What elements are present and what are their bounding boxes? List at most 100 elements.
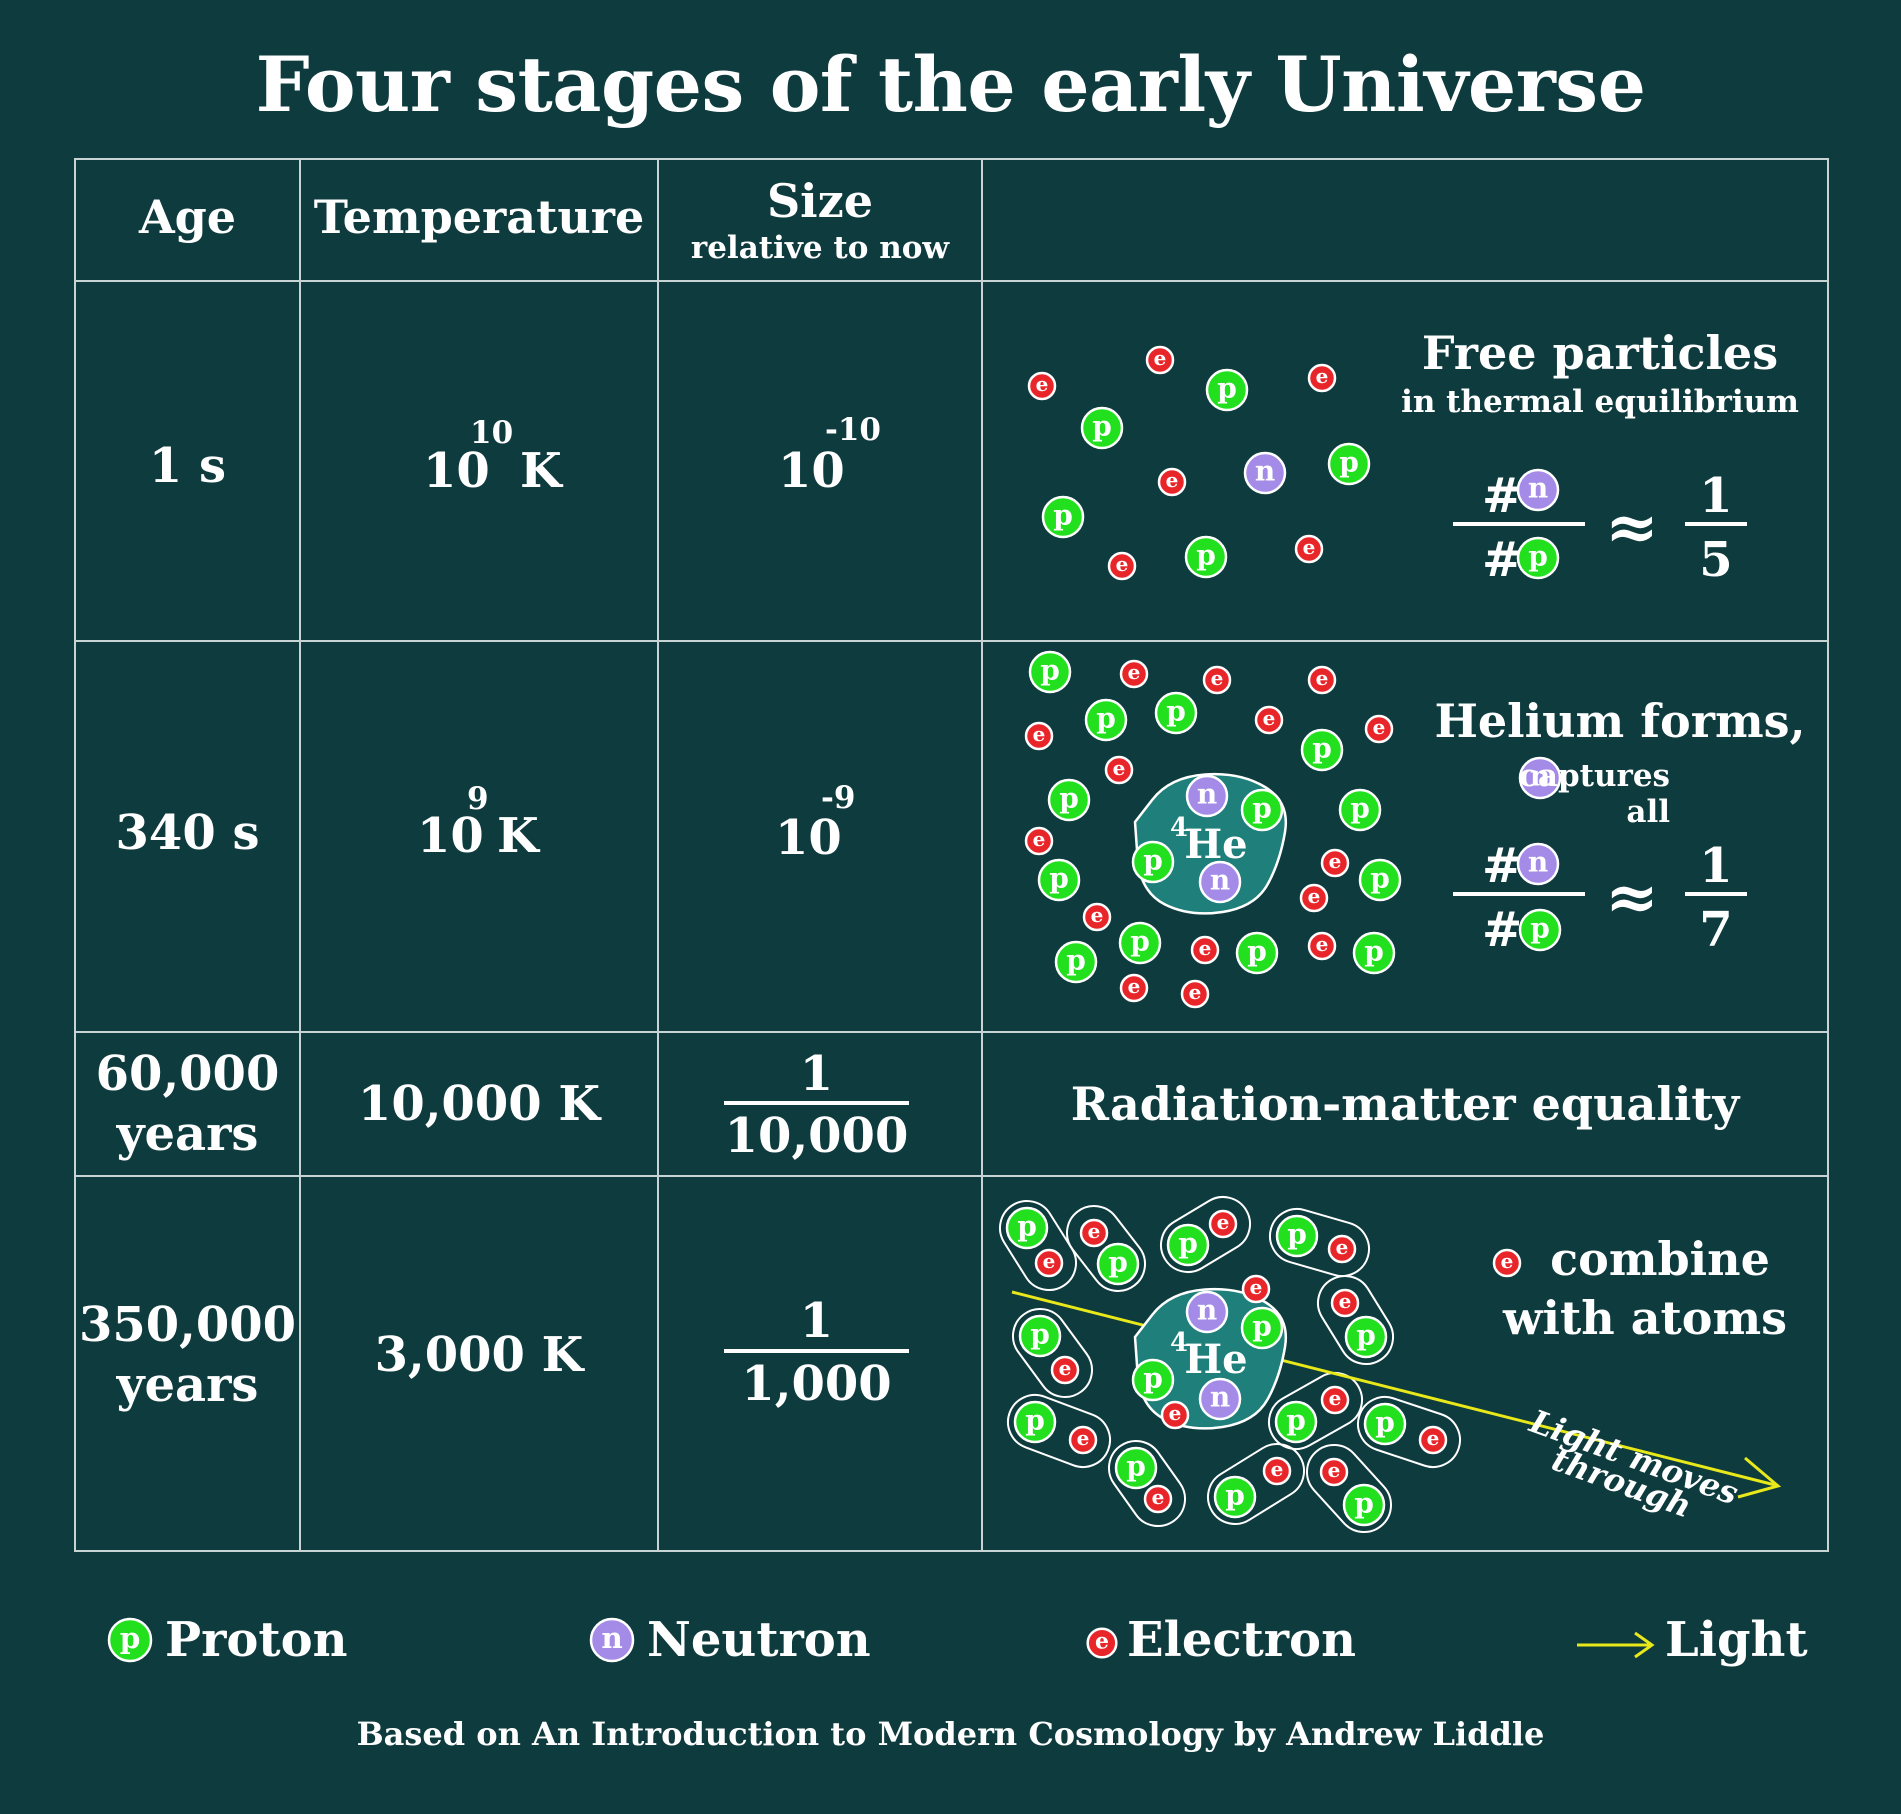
neutron-icon: n bbox=[1185, 1290, 1229, 1334]
legend-light-head bbox=[1634, 1631, 1655, 1659]
electron-icon-disc bbox=[1143, 1484, 1173, 1514]
proton-icon-letter: p bbox=[1286, 1404, 1306, 1437]
row3-size-num: 1 bbox=[799, 1046, 834, 1102]
row1-ratio-count-n: # bbox=[1482, 468, 1523, 524]
proton-icon-letter: p bbox=[1354, 1487, 1374, 1520]
proton-icon: p bbox=[107, 1617, 153, 1663]
proton-icon: p bbox=[1205, 368, 1249, 412]
helium-nucleus: He4 e n p p n e bbox=[1131, 1274, 1288, 1430]
hydrogen-atom: pe bbox=[1207, 1442, 1306, 1525]
proton-icon: p bbox=[1344, 1315, 1388, 1359]
electron-icon-letter: e bbox=[1095, 1628, 1109, 1654]
electron-icon: e bbox=[1160, 1400, 1190, 1430]
electron-icon-letter: e bbox=[1189, 980, 1202, 1004]
hydrogen-atom: pe bbox=[1267, 1372, 1363, 1451]
row2-desc-title: Helium forms, bbox=[1434, 694, 1806, 748]
electron-icon: e bbox=[1086, 1627, 1118, 1659]
electron-icon: e bbox=[1320, 848, 1350, 878]
electron-icon-letter: e bbox=[1113, 756, 1126, 780]
proton-icon-disc bbox=[1338, 788, 1382, 832]
proton-icon-disc bbox=[1327, 442, 1371, 486]
row1-ratio-right-bar bbox=[1685, 522, 1747, 526]
proton-icon-disc bbox=[1205, 368, 1249, 412]
electron-icon-disc bbox=[1050, 1355, 1080, 1385]
electron-icon-disc bbox=[1160, 1400, 1190, 1430]
proton-icon: p bbox=[1327, 442, 1371, 486]
electron-icon-disc bbox=[1254, 705, 1284, 735]
row4-temp: 3,000 K bbox=[374, 1327, 584, 1383]
electron-icon: e bbox=[1254, 705, 1284, 735]
row3-size-bar bbox=[724, 1101, 909, 1105]
neutron-icon-disc bbox=[1243, 451, 1287, 495]
proton-icon-letter: p bbox=[1166, 695, 1186, 728]
proton-icon: p bbox=[1516, 536, 1560, 580]
legend-light-arrow bbox=[1577, 1631, 1655, 1659]
proton-icon: p bbox=[1080, 406, 1124, 450]
electron-icon-letter: e bbox=[1373, 715, 1386, 739]
proton-icon: p bbox=[1131, 1358, 1175, 1402]
proton-icon: p bbox=[1154, 691, 1198, 735]
atom-outline bbox=[1066, 1205, 1146, 1292]
legend-proton-label: Proton bbox=[165, 1612, 348, 1668]
row2-ratio-bar bbox=[1453, 892, 1585, 896]
neutron-icon: n bbox=[1243, 451, 1287, 495]
electron-icon-letter: e bbox=[1033, 827, 1046, 851]
neutron-icon: n bbox=[1185, 774, 1229, 818]
proton-icon-letter: p bbox=[1356, 1319, 1376, 1352]
proton-icon: p bbox=[1041, 495, 1085, 539]
proton-icon-letter: p bbox=[1287, 1218, 1307, 1251]
electron-icon-disc bbox=[1079, 1218, 1109, 1248]
electron-icon: e bbox=[1262, 1456, 1292, 1486]
row1-desc-sub: in thermal equilibrium bbox=[1401, 384, 1799, 420]
row3-size-den: 10,000 bbox=[724, 1108, 909, 1164]
proton-icon: p bbox=[1013, 1400, 1057, 1444]
atom-outline bbox=[1357, 1396, 1462, 1469]
light-ray bbox=[1011, 1290, 1782, 1499]
neutron-icon-letter: n bbox=[1255, 455, 1275, 488]
proton-icon-disc bbox=[1274, 1400, 1318, 1444]
proton-icon-letter: p bbox=[1350, 792, 1370, 825]
proton-icon: p bbox=[1300, 728, 1344, 772]
atom-outline bbox=[1316, 1274, 1394, 1365]
electron-icon-letter: e bbox=[1091, 903, 1104, 927]
proton-icon: p bbox=[1213, 1475, 1257, 1519]
proton-icon: p bbox=[1037, 858, 1081, 902]
proton-icon: p bbox=[1342, 1483, 1386, 1527]
row1-ratio-bar bbox=[1453, 522, 1585, 526]
proton-icon-letter: p bbox=[1339, 446, 1359, 479]
electron-icon-disc bbox=[1320, 1385, 1350, 1415]
electron-icon: e bbox=[1180, 979, 1210, 1009]
atom-outline bbox=[1160, 1195, 1252, 1273]
helium-mass-number: 4 bbox=[1170, 1328, 1188, 1358]
proton-icon-letter: p bbox=[1126, 1450, 1146, 1483]
row2-temp-base: 10 bbox=[417, 808, 484, 864]
page-title: Four stages of the early Universe bbox=[255, 40, 1646, 129]
light-ray-line bbox=[1011, 1290, 1776, 1487]
proton-icon-letter: p bbox=[1370, 862, 1390, 895]
proton-icon-disc bbox=[1084, 698, 1128, 742]
electron-icon-letter: e bbox=[1059, 1356, 1072, 1380]
proton-icon-disc bbox=[1054, 940, 1098, 984]
electron-icon-disc bbox=[1027, 371, 1057, 401]
proton-icon: p bbox=[1084, 698, 1128, 742]
row1-size-base: 10 bbox=[778, 443, 845, 499]
electron-icon-letter: e bbox=[1303, 535, 1316, 559]
row2-ratio-num: 1 bbox=[1699, 838, 1733, 894]
electron-icon-disc bbox=[1319, 1457, 1349, 1487]
neutron-icon-disc bbox=[589, 1617, 635, 1663]
proton-icon-letter: p bbox=[1247, 935, 1267, 968]
light-ray-arrowhead bbox=[1737, 1456, 1782, 1499]
proton-icon: p bbox=[1240, 1306, 1284, 1350]
electron-icon: e bbox=[1024, 826, 1054, 856]
electron-icon-disc bbox=[1307, 665, 1337, 695]
atom-outline bbox=[1267, 1372, 1363, 1451]
electron-icon-letter: e bbox=[1211, 666, 1224, 690]
proton-icon: p bbox=[1028, 650, 1072, 694]
row4-size-num: 1 bbox=[799, 1293, 834, 1349]
row3-age-line2: years bbox=[116, 1106, 259, 1162]
electron-icon-letter: e bbox=[1316, 666, 1329, 690]
row1-temp-base: 10 bbox=[423, 443, 490, 499]
row2-ratio-den: 7 bbox=[1699, 902, 1733, 958]
